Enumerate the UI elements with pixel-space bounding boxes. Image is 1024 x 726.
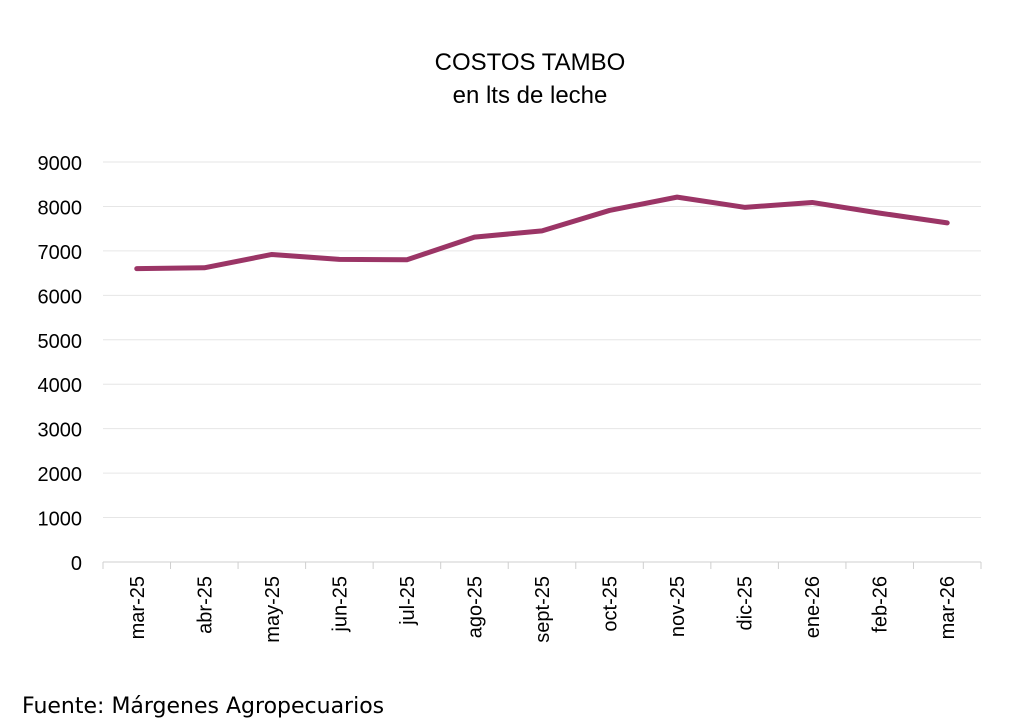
x-tick-label: feb-26 (870, 576, 892, 633)
x-tick-label: jun-25 (329, 576, 351, 633)
y-tick-label: 4000 (38, 375, 83, 397)
x-tick-label: mar-25 (127, 576, 149, 639)
y-tick-label: 0 (71, 553, 82, 575)
x-tick-label: mar-26 (937, 576, 959, 639)
x-tick-label: oct-25 (600, 576, 622, 632)
x-tick-label: abr-25 (194, 576, 216, 634)
y-tick-label: 9000 (38, 153, 83, 175)
x-tick-label: ene-26 (802, 576, 824, 638)
x-tick-label: dic-25 (735, 576, 757, 630)
series-line (134, 194, 950, 272)
y-tick-label: 5000 (38, 331, 83, 353)
x-tick-label: jul-25 (397, 576, 419, 626)
y-tick-label: 8000 (38, 197, 83, 219)
y-tick-label: 6000 (38, 286, 83, 308)
x-tick-label: sept-25 (532, 576, 554, 643)
chart-title: COSTOS TAMBO (435, 49, 626, 76)
x-tick-label: may-25 (262, 576, 284, 643)
chart-subtitle: en lts de leche (453, 82, 608, 109)
x-tick-label: ago-25 (464, 576, 486, 638)
y-tick-label: 3000 (38, 420, 83, 442)
x-tick-label: nov-25 (667, 576, 689, 637)
y-tick-label: 7000 (38, 242, 83, 264)
y-tick-label: 1000 (38, 509, 83, 531)
y-tick-label: 2000 (38, 464, 83, 486)
source-note: Fuente: Márgenes Agropecuarios (22, 694, 385, 719)
